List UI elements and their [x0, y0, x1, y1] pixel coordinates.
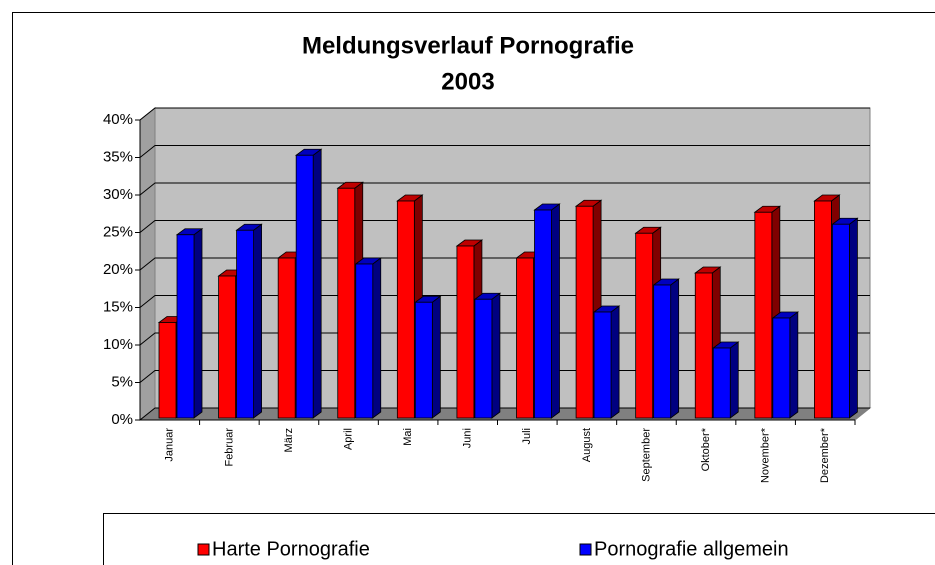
bar-side — [372, 257, 382, 419]
bar-front — [414, 301, 433, 419]
bar-front — [754, 211, 773, 419]
bar — [473, 292, 502, 419]
legend — [103, 513, 935, 565]
grid-line — [139, 407, 870, 421]
grid-line — [139, 257, 870, 271]
x-tick-label: September — [640, 428, 652, 482]
legend-label: Pornografie allgemein — [594, 538, 789, 560]
bar-front — [712, 347, 731, 419]
y-tick-label: 0% — [111, 411, 133, 428]
bar — [771, 311, 800, 419]
bar-front — [534, 209, 552, 419]
chart-title: Meldungsverlauf Pornografie — [302, 32, 634, 59]
bar-front — [593, 311, 612, 419]
grid-line — [139, 220, 870, 233]
bar-side — [551, 203, 560, 419]
bar — [592, 305, 621, 419]
x-tick-label: Juni — [462, 428, 474, 448]
bar-front — [277, 257, 296, 419]
bar — [652, 278, 680, 419]
bar-side — [431, 295, 441, 419]
bar-side — [312, 148, 322, 419]
bar-front — [396, 200, 415, 419]
y-tick-label: 20% — [103, 261, 133, 278]
grid-line — [139, 332, 870, 346]
x-tick-label: November* — [760, 427, 772, 483]
bar-front — [158, 322, 177, 419]
legend-swatch — [197, 543, 210, 556]
bar-front — [653, 284, 672, 419]
x-tick-label: Januar — [164, 428, 176, 462]
y-tick-label: 40% — [103, 111, 133, 128]
bar-front — [814, 200, 832, 419]
bar-front — [694, 272, 713, 419]
x-tick-label: Dezember* — [819, 427, 831, 483]
grid-line — [139, 182, 870, 196]
x-tick-label: April — [342, 428, 354, 450]
bar-front — [218, 275, 236, 419]
y-tick-label: 35% — [103, 148, 133, 165]
y-tick-label: 15% — [103, 298, 133, 315]
bar-front — [832, 223, 850, 419]
bar-side — [789, 311, 799, 419]
bar-front — [474, 298, 493, 419]
bar — [831, 217, 859, 419]
bar-front — [456, 245, 475, 419]
bar-front — [236, 229, 254, 419]
y-tick-label: 25% — [103, 223, 133, 240]
bar — [294, 148, 323, 419]
bar — [712, 341, 740, 419]
bar-front — [176, 234, 195, 419]
bar-side — [491, 292, 501, 419]
grid-line — [139, 295, 870, 308]
x-tick-label: Mai — [402, 428, 414, 446]
x-tick-label: Juli — [521, 428, 533, 445]
bar-front — [355, 263, 374, 419]
bar — [354, 257, 382, 419]
grid-line — [139, 107, 870, 121]
y-tick-label: 30% — [103, 186, 133, 203]
bar — [175, 227, 204, 419]
bar-side — [849, 217, 858, 419]
bar-front — [635, 232, 654, 419]
bar-front — [772, 317, 791, 419]
y-tick-label: 5% — [111, 373, 133, 390]
legend-items: Harte Pornografie Pornografie allgemein — [197, 538, 789, 560]
y-tick-label: 10% — [103, 336, 133, 353]
bar-side — [670, 278, 680, 419]
bar — [235, 223, 263, 419]
bar — [533, 203, 561, 419]
bar — [414, 295, 442, 419]
bar-side — [610, 305, 620, 419]
x-tick-label: August — [581, 428, 593, 462]
bar-front — [337, 187, 356, 419]
chart-subtitle: 2003 — [441, 68, 494, 95]
x-tick-label: Oktober* — [700, 427, 712, 471]
grid-line — [139, 145, 870, 158]
bar-side — [253, 223, 262, 419]
plot-area: 0% 5% 10% 15% 20% 25% 30% 35% 40% Januar Februar Mä… — [103, 106, 872, 483]
bar-side — [729, 341, 739, 419]
x-tick-label: März — [283, 428, 295, 452]
bar-front — [575, 205, 594, 419]
legend-swatch — [579, 543, 592, 556]
bar-front — [516, 257, 534, 419]
x-tick-label: Februar — [223, 428, 235, 467]
grid-line — [139, 370, 870, 383]
bar-front — [295, 154, 314, 419]
legend-label: Harte Pornografie — [212, 538, 370, 560]
bar-side — [193, 227, 203, 419]
